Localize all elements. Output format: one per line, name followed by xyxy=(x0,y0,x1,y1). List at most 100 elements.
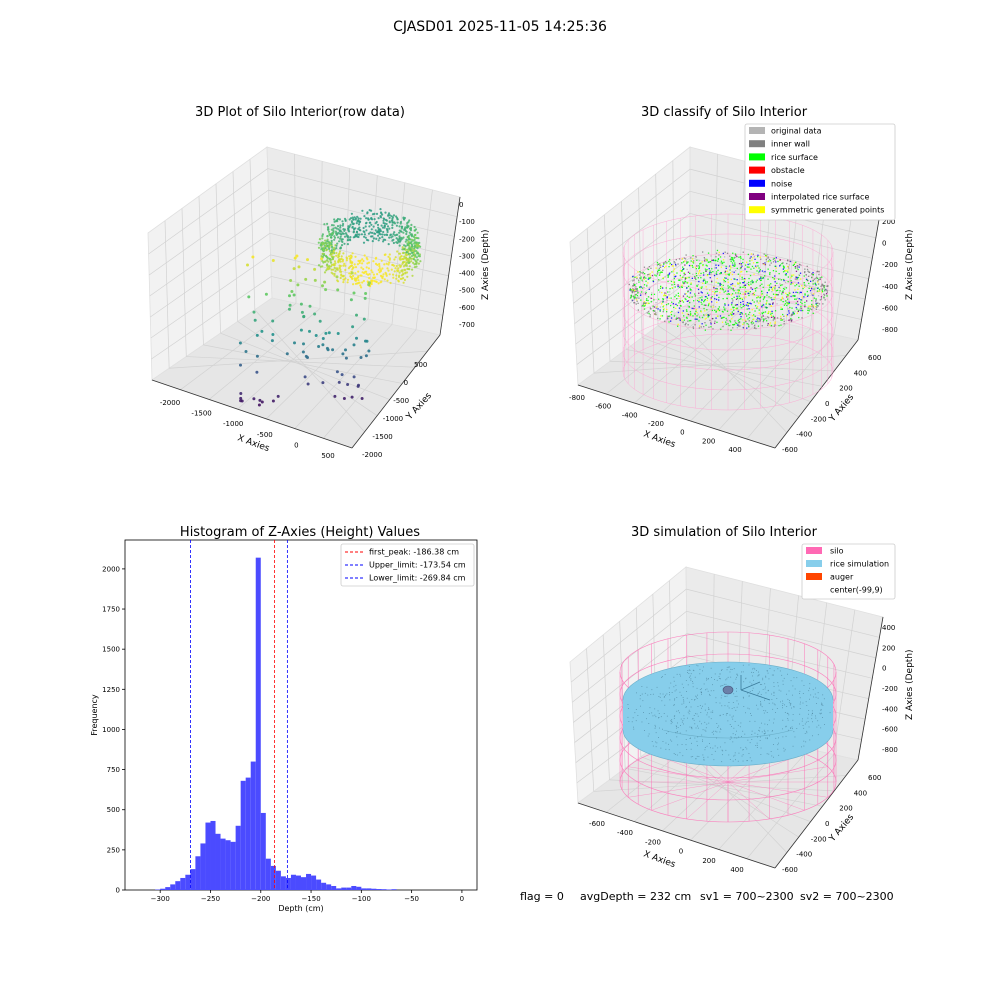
classified-point xyxy=(716,321,718,323)
surface-mesh-point xyxy=(664,704,666,706)
surface-mesh-point xyxy=(676,673,678,675)
classified-point xyxy=(786,301,788,304)
surface-mesh-point xyxy=(785,725,787,727)
surface-mesh-point xyxy=(699,689,701,690)
classified-point xyxy=(672,281,675,283)
classified-point xyxy=(645,280,647,282)
classified-point xyxy=(738,322,740,324)
classified-point xyxy=(711,318,714,320)
classified-point xyxy=(689,314,691,316)
classified-point xyxy=(780,317,782,320)
surface-mesh-point xyxy=(633,728,635,730)
classified-point xyxy=(817,281,819,283)
classified-point xyxy=(682,295,685,297)
histogram-bar xyxy=(316,879,322,890)
grid-line xyxy=(602,634,610,780)
classified-point xyxy=(740,286,742,288)
classified-point xyxy=(686,317,688,319)
classified-point xyxy=(656,306,658,308)
classified-point xyxy=(725,307,727,309)
data-point xyxy=(358,281,361,284)
classified-point xyxy=(633,297,635,299)
data-point xyxy=(349,236,352,239)
classified-point xyxy=(787,303,789,305)
x-tick-label: −100 xyxy=(352,895,371,903)
classified-point xyxy=(673,315,675,317)
data-point xyxy=(349,275,352,278)
classified-point xyxy=(772,302,774,304)
classified-point xyxy=(712,306,714,308)
surface-mesh-point xyxy=(811,710,813,712)
surface-mesh-point xyxy=(692,718,694,720)
data-point xyxy=(322,246,326,249)
surface-mesh-point xyxy=(718,725,720,727)
data-point xyxy=(361,258,364,261)
data-point xyxy=(416,252,419,255)
classified-point xyxy=(748,325,750,327)
surface-mesh-point xyxy=(706,745,708,747)
classified-point xyxy=(648,278,651,280)
data-point xyxy=(414,228,418,231)
classified-point xyxy=(716,249,719,252)
data-point xyxy=(408,219,411,222)
data-point xyxy=(328,241,331,245)
surface-mesh-point xyxy=(751,730,753,732)
classified-point xyxy=(819,290,821,292)
data-point xyxy=(252,310,256,314)
classified-point xyxy=(671,265,673,267)
classified-point xyxy=(824,290,826,292)
data-point xyxy=(354,282,357,285)
data-point xyxy=(413,238,416,241)
classified-point xyxy=(645,277,647,279)
surface-mesh-point xyxy=(714,745,716,747)
classified-point xyxy=(734,278,736,280)
surface-mesh-point xyxy=(732,733,734,735)
surface-mesh-point xyxy=(794,688,796,690)
surface-mesh-point xyxy=(782,703,784,705)
classified-point xyxy=(727,285,729,287)
classified-point xyxy=(794,266,796,268)
classified-point xyxy=(772,261,775,263)
classified-point xyxy=(808,287,810,289)
classified-point xyxy=(682,266,684,268)
classified-point xyxy=(770,283,772,285)
classified-point xyxy=(712,304,714,306)
classified-point xyxy=(795,291,797,293)
classified-point xyxy=(756,318,758,321)
histogram-bar xyxy=(250,761,256,890)
classified-point xyxy=(743,296,745,298)
data-point xyxy=(373,218,376,221)
classified-point xyxy=(763,263,765,265)
data-point xyxy=(333,246,336,249)
classified-point xyxy=(745,304,747,306)
surface-mesh-point xyxy=(768,753,770,755)
classified-point xyxy=(697,284,699,286)
classified-point xyxy=(763,311,765,314)
classified-point xyxy=(642,304,644,307)
surface-mesh-point xyxy=(705,689,706,691)
classified-point xyxy=(767,278,769,280)
classified-point xyxy=(786,262,788,265)
x-tick-label: 200 xyxy=(702,857,715,865)
surface-mesh-point xyxy=(816,703,817,704)
classified-point xyxy=(714,267,716,269)
classified-point xyxy=(791,319,793,322)
surface-mesh-point xyxy=(779,670,781,672)
classified-point xyxy=(684,324,686,326)
surface-mesh-point xyxy=(696,713,698,715)
classified-point xyxy=(782,297,784,300)
surface-mesh-point xyxy=(704,729,706,731)
classified-point xyxy=(686,282,688,284)
classified-point xyxy=(658,267,660,269)
surface-mesh-point xyxy=(682,720,684,722)
classified-point xyxy=(807,270,809,272)
classified-point xyxy=(816,287,819,289)
surface-mesh-point xyxy=(736,690,737,692)
surface-mesh-point xyxy=(703,759,705,761)
data-point xyxy=(408,227,412,230)
classified-point xyxy=(677,323,679,325)
data-point xyxy=(418,255,421,258)
data-point xyxy=(352,375,356,379)
classified-point xyxy=(794,262,796,264)
classified-point xyxy=(746,323,748,325)
